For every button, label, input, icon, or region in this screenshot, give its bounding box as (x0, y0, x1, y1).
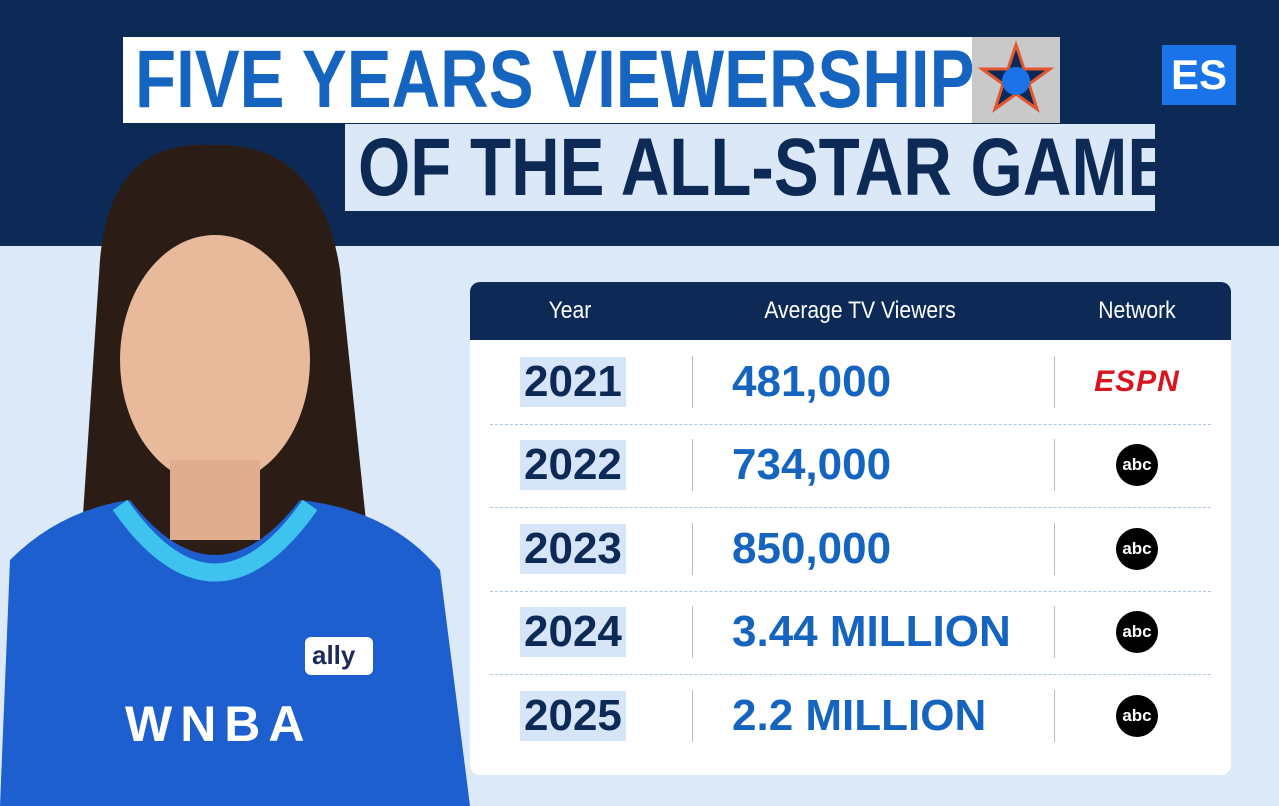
row-separator (490, 590, 1211, 592)
year-cell: 2022 (520, 440, 626, 491)
column-header: Average TV Viewers (764, 297, 956, 324)
row-separator (490, 507, 1211, 508)
network-logo: abc (1116, 444, 1158, 487)
viewers-cell: 850,000 (732, 523, 892, 573)
divider (692, 606, 693, 659)
divider (692, 355, 693, 408)
year-cell: 2021 (520, 356, 626, 407)
brand-logo: ES (1162, 45, 1236, 105)
divider (692, 522, 693, 575)
viewers-cell: 481,000 (732, 356, 892, 406)
player-photo (0, 144, 470, 806)
title-line1: FIVE YEARS VIEWERSHIP (135, 34, 975, 125)
divider (1054, 439, 1055, 492)
network-logo: abc (1116, 527, 1158, 570)
title-box (123, 37, 973, 123)
table-header (470, 282, 1231, 340)
year-cell: 2024 (520, 607, 626, 658)
viewers-cell: 3.44 MILLION (732, 607, 1011, 657)
divider (1054, 689, 1055, 742)
subtitle-box (345, 124, 1155, 211)
divider (1054, 355, 1055, 408)
year-cell: 2025 (520, 690, 626, 741)
network-logo: abc (1116, 611, 1158, 654)
jersey-sponsor: ally (312, 640, 356, 670)
jersey-text: WNBA (125, 696, 313, 752)
divider (692, 439, 693, 492)
title-line2: OF THE ALL-STAR GAME (358, 122, 1173, 213)
divider (692, 689, 693, 742)
row-separator (490, 423, 1211, 425)
divider (1054, 606, 1055, 659)
table: Year Average TV Viewers Network 2021 481,000… (470, 282, 1231, 775)
column-header: Year (548, 297, 592, 324)
viewers-cell: 734,000 (732, 440, 892, 490)
column-header: Network (1098, 297, 1176, 324)
divider (1054, 522, 1055, 575)
row-separator (490, 674, 1211, 675)
viewers-cell: 2.2 MILLION (732, 690, 987, 740)
network-logo: ESPN (1094, 364, 1180, 398)
allstar-logo (972, 37, 1060, 123)
network-logo: abc (1116, 694, 1158, 737)
year-cell: 2023 (520, 523, 626, 574)
